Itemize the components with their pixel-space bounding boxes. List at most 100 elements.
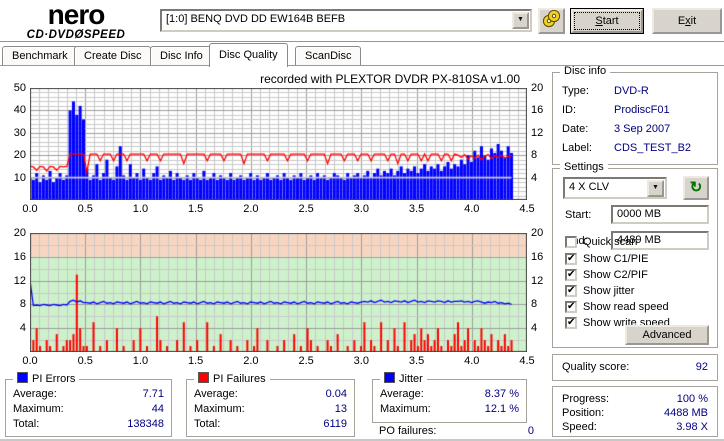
disc-info-group-title: Disc info (560, 65, 611, 77)
y-axis-tick-label: 16 (531, 104, 544, 117)
position-row: Position: 4488 MB (562, 407, 708, 419)
pi-failures-panel-title: PI Failures (213, 373, 266, 385)
stat-row: Average: 7.71 (13, 388, 164, 400)
y-axis-tick-label: 30 (13, 126, 26, 139)
chevron-down-icon: ▼ (652, 184, 659, 191)
scan-speed-select[interactable]: 4 X CLV ▼ (563, 177, 667, 199)
checkbox-box[interactable] (565, 236, 577, 248)
settings-group-title: Settings (560, 161, 608, 173)
start-field-label: Start: (565, 209, 592, 221)
y-axis-tick-label: 8 (19, 298, 26, 311)
x-axis-tick-label: 4.0 (464, 203, 480, 215)
pi-errors-panel: PI Errors Average: 7.71 Maximum: 44 Total:… (5, 372, 172, 437)
y-axis-tick-label: 40 (13, 104, 26, 117)
drive-select-value: [1:0] BENQ DVD DD EW164B BEFB (166, 13, 346, 25)
window-bottom-edge (0, 439, 724, 441)
x-axis-tick-label: 1.5 (188, 203, 204, 215)
pi-failures-jitter-chart (30, 233, 527, 352)
recorded-with-title: recorded with PLEXTOR DVDR PX-810SA v1.0… (260, 72, 520, 86)
eject-disc-button[interactable] (538, 8, 565, 34)
x-axis-tick-label: 0.5 (77, 203, 93, 215)
stat-row: Total: 138348 (13, 418, 164, 430)
checkbox-show-jitter[interactable]: Show jitter (565, 284, 634, 298)
tab-disc-quality[interactable]: Disc Quality (209, 43, 288, 67)
x-axis-tick-label: 1.0 (132, 355, 149, 367)
jitter-panel-title: Jitter (399, 373, 423, 385)
y-axis-tick-label: 10 (13, 171, 26, 184)
discs-icon (542, 9, 561, 28)
y-axis-tick-label: 50 (13, 82, 26, 94)
x-axis-tick-label: 1.5 (188, 355, 204, 367)
checkbox-box[interactable] (565, 285, 577, 297)
x-axis-tick-label: 3.0 (353, 203, 369, 215)
quality-score-label: Quality score: (562, 361, 630, 373)
tab-disc-info[interactable]: Disc Info (150, 46, 213, 66)
quality-score-value: 92 (695, 361, 708, 373)
y-axis-tick-label: 20 (13, 149, 26, 162)
cd-dvd-speed-logo-text: CD·DVDØSPEED (26, 29, 126, 41)
start-field[interactable]: 0000 MB (611, 205, 709, 224)
pi-errors-panel-title: PI Errors (32, 373, 76, 385)
y-axis-tick-label: 16 (531, 250, 544, 263)
x-axis-tick-label: 2.0 (243, 203, 259, 215)
settings-group: Settings 4 X CLV ▼ ↻ Start: 0000 MB End:… (552, 161, 718, 348)
po-failures-value: 0 (527, 425, 534, 437)
scan-speed-dropdown-button[interactable]: ▼ (647, 180, 664, 197)
refresh-button[interactable]: ↻ (683, 176, 709, 200)
nero-logo: nero CD·DVDØSPEED (6, 1, 146, 42)
progress-row: Progress: 100 % (562, 393, 708, 405)
start-button-label: Start (571, 9, 643, 33)
stat-row: Total: 6119 (194, 418, 347, 430)
y-axis-tick-label: 12 (531, 126, 544, 139)
tab-scandisc[interactable]: ScanDisc (295, 46, 362, 66)
header-divider (0, 41, 724, 43)
x-axis-tick-label: 4.5 (519, 355, 535, 367)
checkbox-show-c2-pif[interactable]: Show C2/PIF (565, 268, 648, 282)
drive-select-dropdown-button[interactable]: ▼ (512, 12, 529, 29)
chevron-down-icon: ▼ (517, 16, 524, 23)
stat-row: Maximum: 13 (194, 403, 347, 415)
x-axis-tick-label: 4.5 (519, 203, 535, 215)
checkbox-show-c1-pie[interactable]: Show C1/PIE (565, 252, 648, 266)
y-axis-tick-label: 12 (13, 274, 26, 287)
tab-benchmark[interactable]: Benchmark (2, 46, 78, 66)
x-axis-tick-label: 3.5 (408, 203, 425, 215)
pi-errors-chart (30, 88, 527, 200)
tab-create-disc[interactable]: Create Disc (74, 46, 152, 66)
checkbox-box[interactable] (565, 301, 577, 313)
x-axis-tick-label: 0.0 (22, 355, 38, 367)
x-axis-tick-label: 2.5 (298, 355, 314, 367)
y-axis-tick-label: 8 (531, 149, 538, 162)
po-failures-row: PO failures: 0 (372, 424, 541, 439)
checkbox-show-read-speed[interactable]: Show read speed (565, 300, 669, 314)
disc-info-row: Label: CDS_TEST_B2 (562, 142, 692, 154)
x-axis-tick-label: 0.0 (22, 203, 38, 215)
jitter-swatch (384, 372, 395, 383)
exit-button[interactable]: Exit (652, 8, 722, 34)
y-axis-tick-label: 16 (13, 250, 26, 263)
y-axis-tick-label: 4 (531, 322, 538, 335)
checkbox-quick-scan[interactable]: Quick scan (565, 235, 637, 249)
checkbox-box[interactable] (565, 269, 577, 281)
y-axis-tick-label: 20 (531, 227, 544, 239)
advanced-button[interactable]: Advanced (625, 325, 709, 345)
x-axis-tick-label: 1.0 (132, 203, 149, 215)
pi-errors-swatch (17, 372, 28, 383)
y-axis-tick-label: 20 (531, 82, 544, 94)
stat-row: Average: 0.04 (194, 388, 347, 400)
y-axis-tick-label: 4 (531, 171, 538, 184)
start-button[interactable]: Start (570, 8, 644, 34)
y-axis-tick-label: 4 (19, 322, 26, 335)
end-field[interactable]: 4489 MB (611, 231, 709, 250)
y-axis-tick-label: 12 (531, 274, 544, 287)
checkbox-box[interactable] (565, 253, 577, 265)
disc-info-group: Disc info Type: DVD-R ID: ProdiscF01 Date:… (552, 65, 718, 165)
x-axis-tick-label: 0.5 (77, 355, 93, 367)
checkbox-box[interactable] (565, 317, 577, 329)
y-axis-tick-label: 20 (13, 227, 26, 239)
drive-select[interactable]: [1:0] BENQ DVD DD EW164B BEFB ▼ (160, 9, 532, 32)
x-axis-tick-label: 2.5 (298, 203, 314, 215)
stat-row: Maximum: 12.1 % (380, 403, 519, 415)
x-axis-tick-label: 4.0 (464, 355, 480, 367)
